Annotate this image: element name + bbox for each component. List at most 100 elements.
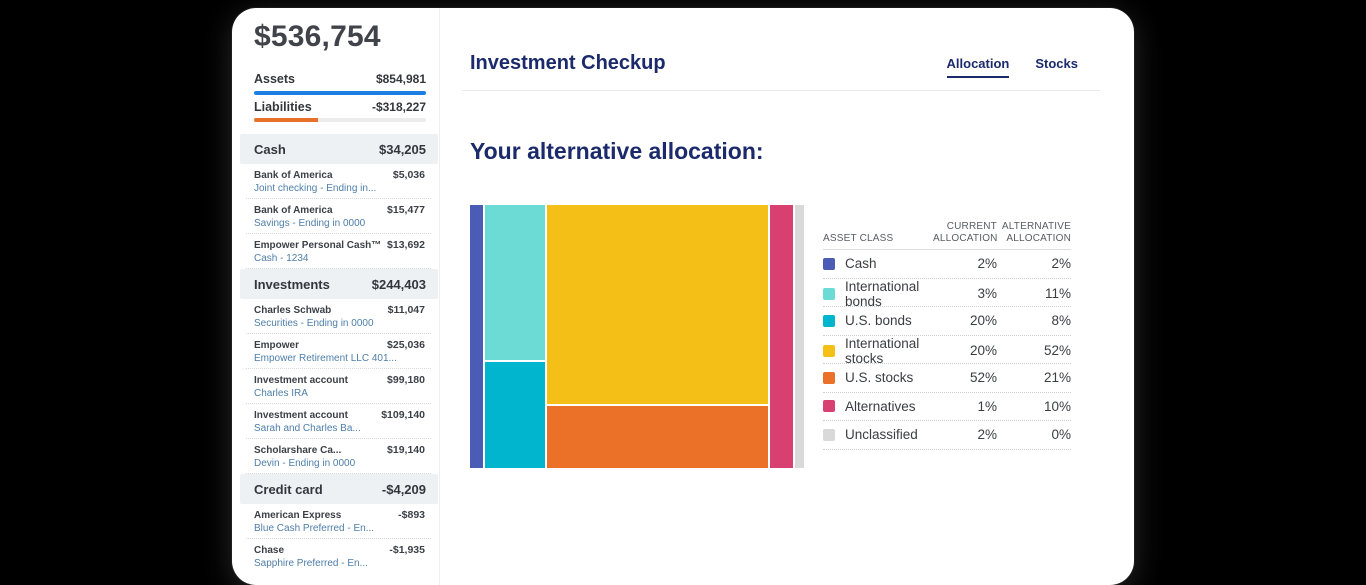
assets-label: Assets xyxy=(254,72,295,86)
section-value: $34,205 xyxy=(379,141,426,157)
liabilities-label: Liabilities xyxy=(254,100,312,114)
account-detail: Blue Cash Preferred - En... xyxy=(254,523,375,534)
account-value: -$893 xyxy=(398,509,425,521)
international-stocks-swatch-icon xyxy=(823,344,835,357)
legend-current-value: 20% xyxy=(969,313,997,329)
mosaic-cell-international-stocks[interactable] xyxy=(546,205,769,405)
mosaic-cell-international-bonds[interactable] xyxy=(485,205,545,361)
international-bonds-swatch-icon xyxy=(823,287,835,300)
legend-asset-class: U.S. stocks xyxy=(823,370,933,385)
account-row-empower-personal-cash[interactable]: Empower Personal Cash™ Cash - 1234 $13,692 xyxy=(232,234,439,269)
account-value: $19,140 xyxy=(387,444,425,456)
account-row-american-express[interactable]: American Express Blue Cash Preferred - En… xyxy=(232,504,439,539)
legend-alternative-value: 10% xyxy=(1043,398,1071,414)
allocation-mosaic-chart xyxy=(470,205,804,468)
legend-row-international-bonds[interactable]: International bonds 3% 11% xyxy=(823,279,1071,309)
account-row-scholarshare-ca[interactable]: Scholarshare Ca... Devin - Ending in 0000… xyxy=(232,439,439,474)
account-detail: Sarah and Charles Ba... xyxy=(254,423,361,434)
legend-current-value: 20% xyxy=(969,343,997,358)
u-s-stocks-swatch-icon xyxy=(823,371,835,384)
legend-asset-class: International bonds xyxy=(823,279,933,309)
legend-asset-label: International stocks xyxy=(845,335,920,366)
legend-header-alternative: ALTERNATIVE ALLOCATION xyxy=(1001,221,1071,244)
account-row-empower[interactable]: Empower Empower Retirement LLC 401... $25,… xyxy=(232,334,439,369)
legend-current-value: 3% xyxy=(977,286,997,301)
legend-alternative-value: 0% xyxy=(1051,427,1071,443)
account-detail: Cash - 1234 xyxy=(254,253,309,264)
account-name: Investment account xyxy=(254,375,348,386)
account-name: Empower xyxy=(254,340,300,351)
liabilities-summary[interactable]: Liabilities -$318,227 xyxy=(254,100,426,114)
account-name: Bank of America xyxy=(254,170,333,181)
unclassified-swatch-icon xyxy=(823,428,835,441)
net-worth-value: $536,754 xyxy=(254,20,381,53)
accounts-sidebar: $536,754 Assets $854,981 Liabilities -$3… xyxy=(232,8,440,585)
account-name: Empower Personal Cash™ xyxy=(254,240,382,251)
legend-current-value: 2% xyxy=(977,427,997,443)
account-name: Investment account xyxy=(254,410,348,421)
legend-row-international-stocks[interactable]: International stocks 20% 52% xyxy=(823,335,1071,366)
section-header-investments[interactable]: Investments $244,403 xyxy=(240,269,438,299)
mosaic-cell-unclassified[interactable] xyxy=(795,205,804,468)
mosaic-cell-alternatives[interactable] xyxy=(770,205,794,468)
section-label: Cash xyxy=(254,141,286,157)
mosaic-cell-u-s-stocks[interactable] xyxy=(546,406,769,468)
legend-row-u-s-stocks[interactable]: U.S. stocks 52% 21% xyxy=(823,364,1071,393)
account-detail: Sapphire Preferred - En... xyxy=(254,558,368,569)
tab-bar: Allocation Stocks xyxy=(946,56,1078,78)
cash-swatch-icon xyxy=(823,257,835,270)
mosaic-column xyxy=(770,205,794,468)
account-name: Bank of America xyxy=(254,205,333,216)
tab-allocation[interactable]: Allocation xyxy=(946,56,1010,78)
account-name: Charles Schwab xyxy=(254,305,332,316)
legend-row-alternatives[interactable]: Alternatives 1% 10% xyxy=(823,393,1071,421)
legend-asset-label: U.S. stocks xyxy=(845,370,914,386)
legend-alternative-value: 52% xyxy=(1043,343,1071,358)
legend-asset-class: Alternatives xyxy=(823,399,933,414)
page-title: Investment Checkup xyxy=(470,52,666,74)
account-name: Chase xyxy=(254,545,285,556)
account-detail: Empower Retirement LLC 401... xyxy=(254,353,397,364)
account-row-chase[interactable]: Chase Sapphire Preferred - En... -$1,935 xyxy=(232,539,439,574)
account-detail: Savings - Ending in 0000 xyxy=(254,218,366,229)
legend-row-cash[interactable]: Cash 2% 2% xyxy=(823,250,1071,279)
legend-alternative-value: 11% xyxy=(1044,286,1071,301)
assets-summary[interactable]: Assets $854,981 xyxy=(254,72,426,86)
account-row-bank-of-america[interactable]: Bank of America Savings - Ending in 0000 $… xyxy=(232,199,439,234)
account-row-bank-of-america[interactable]: Bank of America Joint checking - Ending i… xyxy=(232,164,439,199)
legend-asset-class: Cash xyxy=(823,256,933,271)
account-detail: Securities - Ending in 0000 xyxy=(254,318,374,329)
legend-asset-label: Alternatives xyxy=(845,398,916,414)
account-value: $11,047 xyxy=(387,304,425,316)
legend-header-asset-class: ASSET CLASS xyxy=(823,233,894,244)
account-row-charles-schwab[interactable]: Charles Schwab Securities - Ending in 000… xyxy=(232,299,439,334)
allocation-heading: Your alternative allocation: xyxy=(470,138,764,164)
mosaic-cell-cash[interactable] xyxy=(470,205,484,468)
legend-row-u-s-bonds[interactable]: U.S. bonds 20% 8% xyxy=(823,307,1071,336)
account-row-investment-account[interactable]: Investment account Charles IRA $99,180 xyxy=(232,369,439,404)
section-label: Credit card xyxy=(254,481,323,497)
mosaic-column xyxy=(546,205,769,468)
account-row-investment-account[interactable]: Investment account Sarah and Charles Ba..… xyxy=(232,404,439,439)
liabilities-bar-fill xyxy=(254,118,318,122)
tab-stocks[interactable]: Stocks xyxy=(1035,56,1078,71)
account-value: $109,140 xyxy=(381,409,425,421)
section-label: Investments xyxy=(254,276,330,292)
allocation-legend-table: ASSET CLASS CURRENT ALLOCATION ALTERNATIVE… xyxy=(823,221,1071,450)
legend-header-row: ASSET CLASS CURRENT ALLOCATION ALTERNATIVE… xyxy=(823,221,1071,250)
mosaic-column xyxy=(795,205,804,468)
account-detail: Joint checking - Ending in... xyxy=(254,183,377,194)
legend-asset-label: U.S. bonds xyxy=(845,313,912,329)
section-value: -$4,209 xyxy=(381,481,426,497)
mosaic-cell-u-s-bonds[interactable] xyxy=(485,362,545,468)
section-header-cash[interactable]: Cash $34,205 xyxy=(240,134,438,164)
legend-asset-class: U.S. bonds xyxy=(823,313,933,328)
liabilities-bar xyxy=(254,118,426,122)
legend-row-unclassified[interactable]: Unclassified 2% 0% xyxy=(823,421,1071,450)
legend-current-value: 2% xyxy=(977,256,997,272)
main-panel: Investment Checkup Allocation Stocks Your… xyxy=(440,8,1134,585)
legend-alternative-value: 8% xyxy=(1051,313,1071,329)
assets-bar xyxy=(254,91,426,95)
section-header-credit-card[interactable]: Credit card -$4,209 xyxy=(240,474,438,504)
